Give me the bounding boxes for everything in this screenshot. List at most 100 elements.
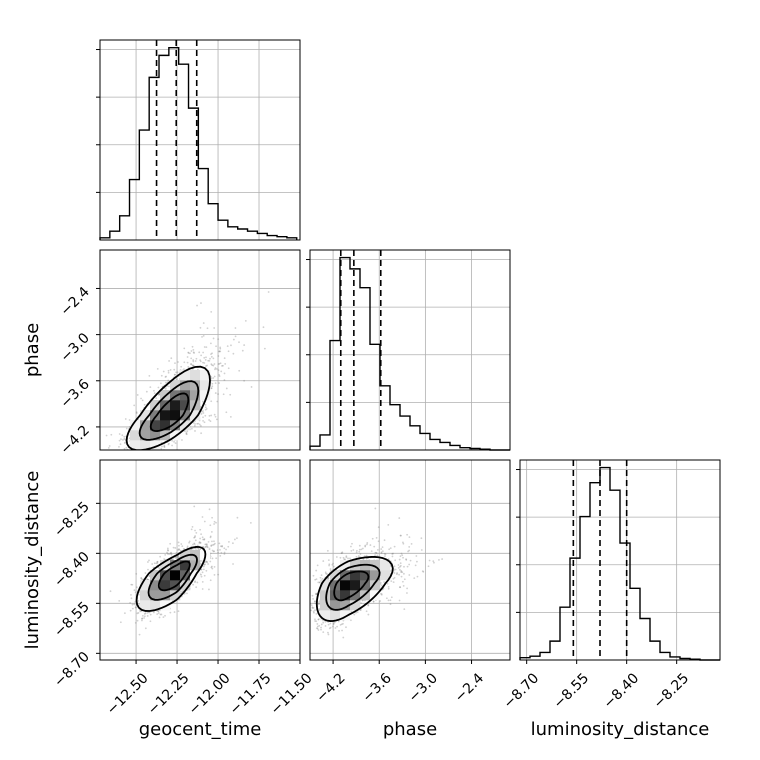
scatter-point xyxy=(125,427,128,430)
scatter-point xyxy=(218,375,221,377)
scatter-point xyxy=(421,570,424,573)
scatter-point xyxy=(151,563,154,565)
scatter-point xyxy=(185,432,188,435)
scatter-point xyxy=(374,554,376,557)
scatter-point xyxy=(130,583,133,586)
scatter-point xyxy=(159,613,162,616)
density-cell xyxy=(320,600,331,611)
scatter-point xyxy=(194,423,196,425)
scatter-point xyxy=(210,363,213,366)
panel-phase-luminosity_distance xyxy=(309,459,511,661)
density-cell xyxy=(200,390,211,401)
scatter-point xyxy=(192,349,195,351)
scatter-point xyxy=(183,592,186,595)
scatter-point xyxy=(238,341,240,344)
scatter-point xyxy=(157,610,160,613)
scatter-point xyxy=(205,346,208,349)
scatter-point xyxy=(407,550,409,553)
scatter-point xyxy=(210,544,213,547)
scatter-point xyxy=(155,397,158,399)
panel-frame xyxy=(99,249,301,451)
scatter-point xyxy=(334,627,337,629)
scatter-point xyxy=(111,453,113,455)
scatter-point xyxy=(211,565,213,568)
scatter-point xyxy=(201,400,204,403)
scatter-point xyxy=(131,603,134,606)
scatter-point xyxy=(209,535,212,538)
scatter-point xyxy=(121,434,124,437)
scatter-point xyxy=(207,359,210,362)
scatter-point xyxy=(202,419,204,422)
scatter-point xyxy=(380,584,383,587)
scatter-point xyxy=(197,422,200,425)
scatter-point xyxy=(219,545,222,548)
scatter-point xyxy=(202,412,205,414)
scatter-point xyxy=(393,545,396,548)
scatter-point xyxy=(200,354,203,357)
scatter-point xyxy=(315,613,318,615)
scatter-point xyxy=(169,542,172,545)
scatter-point xyxy=(131,583,134,586)
scatter-point xyxy=(387,523,390,526)
density-cell xyxy=(330,600,341,611)
scatter-point xyxy=(318,609,321,612)
scatter-point xyxy=(353,613,356,616)
scatter-point xyxy=(199,541,202,544)
scatter-point xyxy=(432,560,435,563)
scatter-point xyxy=(167,443,170,446)
density-cell xyxy=(340,560,351,571)
scatter-point xyxy=(163,444,166,447)
hist-frame-geocent_time xyxy=(99,39,301,241)
scatter-point xyxy=(218,350,221,353)
scatter-point xyxy=(200,568,203,571)
scatter-point xyxy=(140,577,143,580)
scatter-point xyxy=(332,562,334,565)
scatter-point xyxy=(241,349,244,352)
scatter-point xyxy=(222,393,225,396)
density-cell xyxy=(190,380,201,391)
scatter-point xyxy=(148,575,151,578)
scatter-point xyxy=(203,362,206,364)
scatter-point xyxy=(217,369,220,372)
scatter-point xyxy=(322,560,325,562)
x-axis-geocent_time: −12.50−12.25−12.00−11.75−11.50 geocent_ti… xyxy=(104,660,316,740)
scatter-point xyxy=(143,617,146,619)
density-cell xyxy=(380,570,391,581)
scatter-point xyxy=(208,547,211,550)
density-cell xyxy=(200,370,211,381)
scatter-point xyxy=(204,406,207,409)
scatter-point xyxy=(219,346,222,349)
scatter-point xyxy=(186,361,189,364)
scatter-point xyxy=(372,600,375,603)
scatter-point xyxy=(193,536,196,539)
scatter-point xyxy=(214,382,217,385)
scatter-point xyxy=(244,320,247,322)
scatter-point xyxy=(118,445,120,448)
scatter-point xyxy=(398,573,400,576)
scatter-point xyxy=(327,623,330,626)
scatter-point xyxy=(347,557,349,560)
scatter-point xyxy=(136,394,139,396)
scatter-point xyxy=(366,543,368,546)
scatter-point xyxy=(381,546,384,549)
scatter-point xyxy=(390,596,393,599)
scatter-point xyxy=(200,302,202,304)
scatter-point xyxy=(187,351,190,354)
scatter-point xyxy=(141,399,144,402)
scatter-point xyxy=(123,466,125,468)
scatter-point xyxy=(139,450,141,452)
scatter-point xyxy=(194,420,196,422)
scatter-point xyxy=(350,610,353,613)
scatter-point xyxy=(349,619,352,622)
scatter-point xyxy=(198,541,201,544)
scatter-point xyxy=(167,549,170,552)
scatter-point xyxy=(232,563,234,565)
scatter-point xyxy=(375,551,377,554)
scatter-point xyxy=(160,447,163,450)
scatter-point xyxy=(197,548,200,551)
scatter-point xyxy=(320,574,323,577)
contour-0 xyxy=(315,556,394,622)
scatter-point xyxy=(143,613,146,615)
scatter-point xyxy=(204,563,206,566)
scatter-point xyxy=(394,568,397,571)
